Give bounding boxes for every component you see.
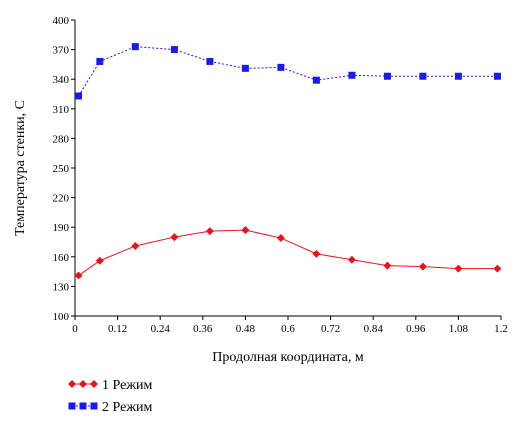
series-2-point	[206, 57, 214, 65]
y-tick-label: 190	[53, 222, 70, 234]
series-layer	[74, 43, 502, 280]
y-tick-label: 400	[53, 15, 70, 27]
series-2-point	[493, 72, 501, 80]
y-tick-label: 370	[53, 45, 70, 57]
x-tick-label: 1.2	[494, 323, 508, 335]
series-1-point	[170, 233, 179, 242]
series-1-line	[78, 229, 498, 276]
x-tick-label: 0.48	[236, 323, 256, 335]
series-1-point	[454, 264, 463, 273]
series-1-point	[95, 256, 104, 265]
series-2-point	[454, 72, 462, 80]
legend-marker	[79, 380, 87, 388]
x-tick-label: 1.08	[449, 323, 469, 335]
series-1-point	[347, 255, 356, 264]
series-2-point	[312, 76, 320, 84]
legend-marker	[68, 380, 76, 388]
series-2-point	[348, 71, 356, 79]
series-2-point	[96, 57, 104, 65]
series-1-point	[312, 249, 321, 258]
x-tick-label: 0.24	[151, 323, 171, 335]
y-axis-title: Температура стенки, С	[13, 100, 28, 236]
y-ticks: 100 130 160 190 220 250 280 310 340 370 400	[53, 15, 75, 323]
legend-label: 2 Режим	[102, 400, 152, 415]
x-tick-label: 0.12	[108, 323, 127, 335]
y-tick-label: 250	[53, 163, 70, 175]
legend-marker	[90, 402, 98, 410]
legend: 1 Режим 2 Режим	[68, 378, 152, 415]
legend-item-1: 1 Режим	[68, 378, 152, 393]
y-tick-label: 310	[53, 104, 70, 116]
legend-marker	[79, 402, 87, 410]
series-1-point	[276, 234, 285, 243]
series-2-point	[75, 92, 83, 100]
legend-marker	[90, 380, 98, 388]
x-tick-label: 0.72	[321, 323, 340, 335]
x-ticks: 0 0.12 0.24 0.36 0.48 0.6 0.72 0.84 0.96 1.08 1.2	[72, 316, 508, 335]
series-2-point	[131, 43, 139, 51]
x-axis-title: Продолная координата, м	[212, 350, 364, 365]
legend-marker	[68, 402, 76, 410]
legend-item-2: 2 Режим	[68, 400, 152, 415]
series-1	[74, 226, 502, 280]
series-1-point	[131, 241, 140, 250]
series-1-point	[418, 262, 427, 271]
series-1-point	[241, 226, 250, 235]
series-2	[75, 43, 501, 100]
series-1-point	[74, 271, 83, 280]
series-2-point	[277, 63, 285, 71]
series-2-line	[78, 46, 498, 97]
axes: 0 0.12 0.24 0.36 0.48 0.6 0.72 0.84 0.96 1.08 1.2 …	[53, 15, 508, 335]
y-tick-label: 100	[53, 311, 70, 323]
y-tick-label: 160	[53, 252, 70, 264]
y-tick-label: 340	[53, 74, 70, 86]
series-2-point	[419, 72, 427, 80]
series-1-point	[383, 261, 392, 270]
series-2-point	[383, 72, 391, 80]
series-2-point	[170, 46, 178, 54]
y-tick-label: 280	[53, 133, 70, 145]
series-1-point	[205, 227, 214, 236]
series-1-point	[493, 264, 502, 273]
legend-label: 1 Режим	[102, 378, 152, 393]
x-tick-label: 0	[72, 323, 78, 335]
y-tick-label: 130	[53, 281, 70, 293]
x-tick-label: 0.96	[406, 323, 426, 335]
series-2-point	[241, 64, 249, 72]
x-tick-label: 0.36	[193, 323, 213, 335]
y-tick-label: 220	[53, 193, 70, 205]
x-tick-label: 0.6	[281, 323, 295, 335]
x-tick-label: 0.84	[364, 323, 384, 335]
